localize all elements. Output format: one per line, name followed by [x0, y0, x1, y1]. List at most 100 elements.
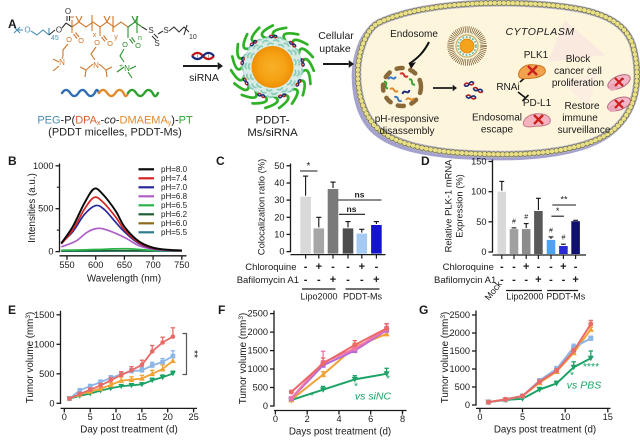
- svg-text:ns: ns: [347, 204, 357, 214]
- svg-text:+: +: [119, 63, 123, 70]
- svg-text:O: O: [122, 40, 128, 49]
- svg-text:1500: 1500: [34, 310, 54, 320]
- svg-text:pH=7.0: pH=7.0: [161, 183, 188, 192]
- svg-text:#: #: [512, 218, 516, 225]
- svg-text:n: n: [138, 35, 142, 42]
- svg-text:150: 150: [471, 157, 486, 167]
- svg-text:cancer cell: cancer cell: [554, 66, 602, 77]
- svg-text:+: +: [560, 261, 566, 273]
- svg-text:N: N: [124, 64, 130, 73]
- svg-text:-: -: [360, 274, 364, 286]
- svg-text:0: 0: [477, 412, 482, 422]
- svg-text:PDDT-: PDDT-: [256, 115, 290, 127]
- svg-text:proliferation: proliferation: [552, 78, 604, 89]
- svg-text:50: 50: [274, 161, 284, 171]
- svg-text:Day post treatment (d): Day post treatment (d): [80, 425, 177, 436]
- svg-text:O: O: [107, 39, 113, 48]
- svg-text:10: 10: [111, 412, 121, 422]
- svg-text:-: -: [500, 274, 504, 286]
- svg-text:#: #: [549, 227, 553, 234]
- svg-text:*: *: [307, 161, 311, 172]
- svg-text:pH=5.5: pH=5.5: [161, 228, 188, 237]
- svg-text:+: +: [330, 274, 336, 286]
- svg-text:4: 4: [336, 414, 341, 424]
- svg-text:0: 0: [279, 247, 284, 257]
- svg-text:Restore: Restore: [564, 101, 599, 112]
- svg-text:N: N: [59, 58, 65, 67]
- svg-text:-: -: [524, 274, 528, 286]
- svg-text:Endosomal: Endosomal: [472, 113, 522, 124]
- svg-text:-: -: [346, 274, 350, 286]
- svg-text:10: 10: [189, 34, 197, 41]
- svg-text:Expression (%): Expression (%): [454, 174, 465, 238]
- svg-text:1000: 1000: [34, 339, 54, 349]
- svg-text:Days post treatment (d): Days post treatment (d): [494, 425, 596, 436]
- svg-text:Tumor volume (mm3): Tumor volume (mm3): [440, 312, 451, 403]
- svg-text:+: +: [359, 261, 365, 273]
- svg-text:ns: ns: [355, 190, 365, 200]
- svg-text:*: *: [556, 206, 560, 216]
- svg-text:pH=8.0: pH=8.0: [161, 165, 188, 174]
- svg-text:500: 500: [253, 383, 268, 393]
- svg-text:Intensities (a.u.): Intensities (a.u.): [27, 173, 38, 243]
- svg-text:immune: immune: [562, 113, 598, 124]
- svg-text:0: 0: [62, 412, 67, 422]
- svg-text:20: 20: [163, 412, 173, 422]
- svg-text:0: 0: [481, 247, 486, 257]
- svg-text:+: +: [316, 261, 322, 273]
- svg-text:O: O: [65, 7, 71, 16]
- svg-text:45: 45: [51, 35, 59, 42]
- svg-text:0: 0: [48, 247, 53, 257]
- svg-text:40: 40: [274, 178, 284, 188]
- svg-text:RNAi: RNAi: [496, 82, 519, 93]
- svg-text:-: -: [512, 274, 516, 286]
- svg-text:Lipo2000: Lipo2000: [506, 292, 543, 302]
- svg-text:O: O: [78, 36, 84, 45]
- svg-text:Bafilomycin A1: Bafilomycin A1: [434, 275, 496, 286]
- svg-text:Tumor volume (mm3): Tumor volume (mm3): [25, 312, 36, 403]
- svg-text:#: #: [524, 214, 528, 221]
- svg-text:disassembly: disassembly: [379, 126, 434, 137]
- svg-text:-: -: [346, 261, 350, 273]
- svg-text:-: -: [549, 274, 553, 286]
- svg-text:500: 500: [38, 204, 53, 214]
- svg-text:0: 0: [273, 414, 278, 424]
- svg-text:Relative PLK-1 mRNA: Relative PLK-1 mRNA: [443, 159, 454, 252]
- svg-text:F: F: [218, 303, 225, 317]
- svg-text:PDDT-Ms: PDDT-Ms: [546, 292, 585, 302]
- svg-text:1000: 1000: [33, 161, 53, 171]
- svg-text:Days post treatment (d): Days post treatment (d): [289, 427, 391, 438]
- svg-text:uptake: uptake: [319, 43, 351, 55]
- svg-text:O: O: [66, 35, 72, 44]
- svg-text:100: 100: [471, 187, 486, 197]
- svg-text:-: -: [304, 274, 308, 286]
- svg-text:S: S: [154, 39, 159, 48]
- svg-text:#: #: [561, 235, 565, 242]
- svg-text:O: O: [135, 41, 141, 50]
- svg-text:6: 6: [368, 414, 373, 424]
- svg-text:1000: 1000: [450, 364, 470, 374]
- svg-text:escape: escape: [481, 125, 514, 136]
- svg-text:-: -: [512, 261, 516, 273]
- svg-text:pH=6.2: pH=6.2: [161, 210, 188, 219]
- svg-text:700: 700: [145, 260, 160, 270]
- svg-text:Cellular: Cellular: [318, 30, 354, 42]
- svg-text:2000: 2000: [248, 327, 268, 337]
- svg-text:2500: 2500: [248, 309, 268, 319]
- svg-text:0: 0: [465, 400, 470, 410]
- svg-text:y: y: [114, 34, 118, 41]
- svg-text:S: S: [163, 26, 168, 35]
- svg-text:pH=6.5: pH=6.5: [161, 201, 188, 210]
- svg-text:-: -: [537, 261, 541, 273]
- svg-text:Tumor volume (mm3): Tumor volume (mm3): [238, 313, 249, 404]
- svg-text:pH=6.8: pH=6.8: [161, 192, 188, 201]
- svg-text:Colocalization ratio (%): Colocalization ratio (%): [256, 159, 267, 255]
- svg-text:50: 50: [476, 217, 486, 227]
- svg-text:Wavelength (nm): Wavelength (nm): [87, 274, 161, 285]
- svg-text:Chloroquine: Chloroquine: [245, 262, 296, 273]
- svg-text:PLK1: PLK1: [524, 50, 549, 61]
- svg-text:30: 30: [274, 195, 284, 205]
- svg-text:CYTOPLASM: CYTOPLASM: [505, 26, 574, 38]
- svg-text:O: O: [56, 26, 62, 35]
- svg-text:+: +: [523, 261, 529, 273]
